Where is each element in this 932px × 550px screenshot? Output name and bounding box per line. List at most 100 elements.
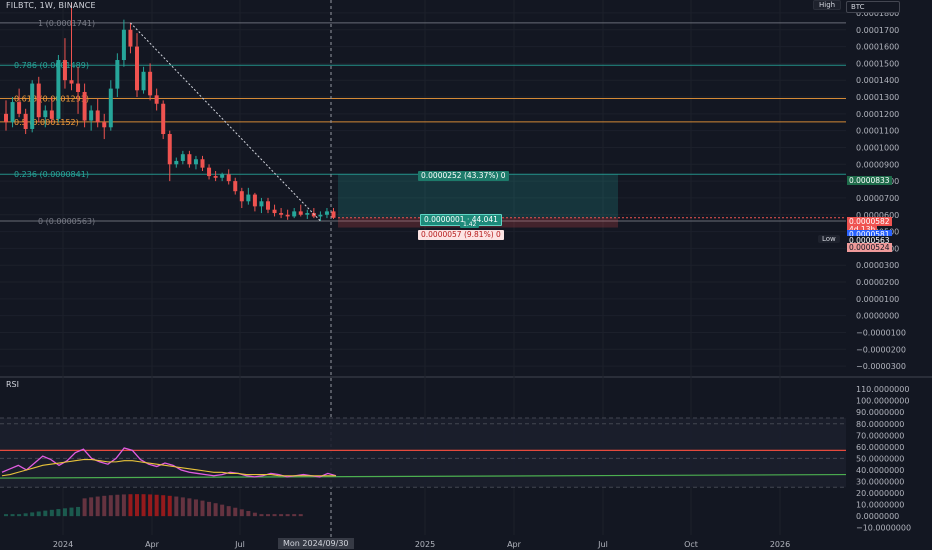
candle-body [82,91,87,121]
candle-body [36,83,41,118]
histogram-bar [30,512,35,517]
histogram-bar [89,497,94,517]
fib-level-label: 0.5 (0.0001152) [14,118,79,127]
rsi-support-line [0,473,847,479]
histogram-bar [226,506,231,517]
histogram-bar [193,499,198,517]
candle-body [266,201,270,210]
rsi-tick-label: −10.0000000 [856,524,911,533]
candle-body [102,122,107,128]
histogram-bar [154,494,159,517]
histogram-bar [43,510,48,517]
candle-body [279,213,284,215]
histogram-bar [10,514,15,517]
candle-body [49,110,54,119]
candle-body [207,167,212,177]
rsi-tick-label: 100.0000000 [856,397,909,406]
entry-sub-label: 1.42 [460,222,480,228]
candle-body [200,159,205,168]
candle-body [108,88,113,128]
candle-body [246,194,251,202]
candles-series [4,0,336,537]
candle-body [135,46,139,91]
histogram-bar [121,494,126,517]
time-tick-label: Jul [597,540,608,549]
candle-body [318,214,323,217]
histogram-bar [239,509,244,517]
histogram-bar [161,495,166,517]
candle-body [89,110,94,121]
histogram-bar [82,498,87,517]
histogram-bar [76,506,81,517]
histogram-bar [69,507,74,517]
time-tick-label: 2026 [770,540,790,549]
stop-price-tag: 0.0000524 [847,243,892,252]
candle-body [62,60,67,81]
candle-body [239,191,244,202]
price-tick-label: −0.0000100 [856,328,906,337]
currency-badge[interactable]: BTC [846,1,900,13]
candle-body [187,154,192,165]
candle-body [167,134,172,165]
histogram-bar [233,507,238,517]
rsi-tick-label: 20.0000000 [856,489,904,498]
histogram-bar [246,511,251,517]
candle-body [56,60,61,119]
time-tick-label: 2024 [53,540,73,549]
histogram-bar [128,494,133,517]
candle-body [43,110,48,118]
rsi-tick-label: 70.0000000 [856,431,904,440]
candle-body [17,102,22,114]
fib-236-price-tag: 0.0000833 [847,176,892,185]
candle-body [259,201,264,207]
price-tick-label: 0.0000600 [856,211,899,220]
fib-level-label: 0 (0.0000563) [38,217,95,226]
candle-body [95,110,100,123]
candle-body [4,113,8,123]
fib-level-label: 0.786 (0.0001489) [14,61,89,70]
histogram-bar [220,504,225,517]
price-tick-label: 0.0000300 [856,261,899,270]
histogram-bar [298,514,303,517]
rsi-tick-label: 10.0000000 [856,501,904,510]
histogram-bar [187,498,192,517]
rsi-tick-label: 80.0000000 [856,420,904,429]
candle-body [180,154,185,161]
candle-body [331,211,336,218]
histogram-bar [148,494,153,517]
histogram-bar [23,513,28,517]
time-tick-label: Oct [684,540,698,549]
price-tick-label: 0.0000700 [856,194,899,203]
histogram-bar [200,500,205,517]
countdown-tag: 4d 13h [847,225,878,234]
candle-body [193,159,198,165]
candle-body [141,71,146,91]
price-tick-label: 0.0001600 [856,43,899,52]
candle-body [76,83,81,92]
price-tick-label: 0.0000200 [856,278,899,287]
rsi-indicator-label[interactable]: RSI [6,380,19,389]
candle-body [10,102,15,123]
candle-body [272,209,277,214]
candle-body [305,213,310,215]
candle-body [324,211,329,215]
histogram-bar [56,509,61,517]
candle-body [252,194,257,207]
rsi-tick-label: 0.0000000 [856,512,899,521]
candle-body [220,174,225,178]
candle-body [148,71,153,96]
candle-body [226,174,231,182]
symbol-title[interactable]: FILBTC, 1W, BINANCE [6,1,96,10]
candle-body [213,176,218,178]
stop-label: 0.0000057 (9.81%) 0 [418,230,504,240]
price-tick-label: 0.0000000 [856,312,899,321]
candle-body [128,29,133,47]
rsi-ma-line [1,459,336,477]
candle-body [115,60,120,89]
fib-level-label: 1 (0.0001741) [38,19,95,28]
time-tick-label: Apr [145,540,160,549]
price-tick-label: 0.0001000 [856,143,899,152]
rsi-tick-label: 40.0000000 [856,466,904,475]
fibonacci-retracement: 1 (0.0001741)0.786 (0.0001489)0.618 (0.0… [0,19,846,226]
